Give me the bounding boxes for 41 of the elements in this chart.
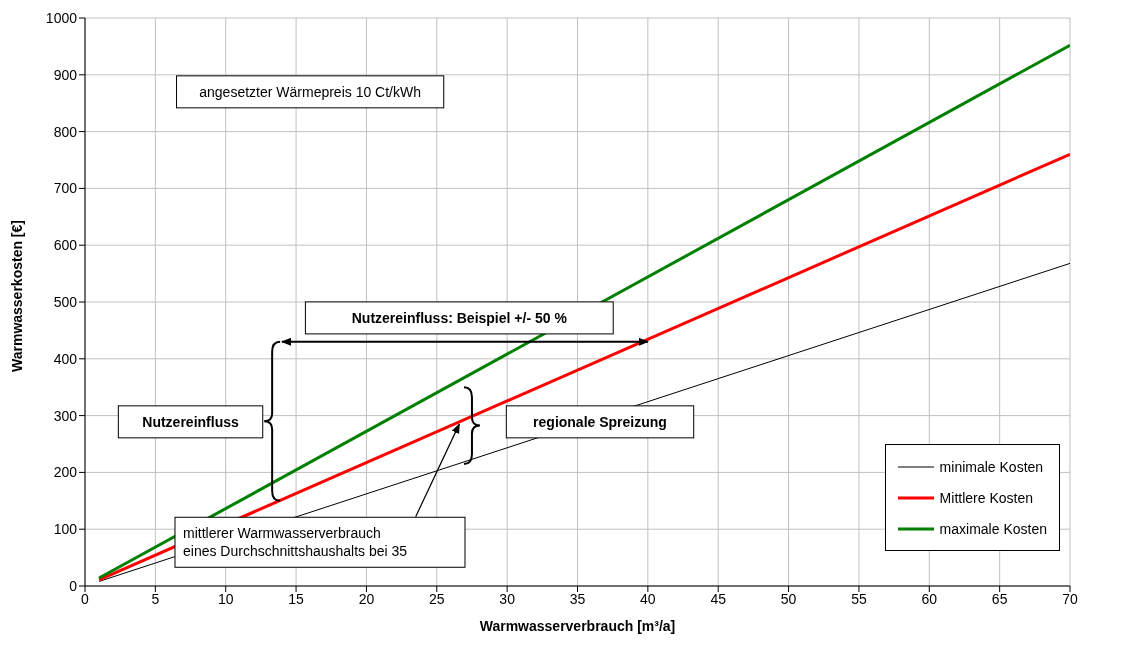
x-tick-label: 60 xyxy=(921,590,938,607)
x-tick-label: 65 xyxy=(991,590,1008,607)
x-tick-label: 35 xyxy=(569,590,586,607)
text-box: mittlerer Warmwasserverbrauch eines Durchschnittshaushalts bei 35 xyxy=(174,516,466,568)
x-tick-label: 45 xyxy=(710,590,727,607)
annotation: Nutzereinfluss xyxy=(142,413,239,430)
legend-label: Mittlere Kosten xyxy=(939,489,1033,506)
x-tick-label: 70 xyxy=(1062,590,1078,607)
y-tick-label: 500 xyxy=(53,293,78,310)
y-tick-label: 0 xyxy=(69,577,78,594)
y-tick-label: 300 xyxy=(53,407,78,424)
annotation: mittlerer Warmwasserverbrauch eines Durchschnittshaushalts bei 35 xyxy=(182,525,408,560)
x-tick-label: 5 xyxy=(151,590,160,607)
annotation: angesetzter Wärmepreis 10 Ct/kWh xyxy=(199,83,422,100)
y-tick-label: 800 xyxy=(53,123,78,140)
text-box: Nutzereinfluss: Beispiel +/- 50 % xyxy=(304,301,614,335)
x-tick-label: 10 xyxy=(217,590,234,607)
legend-label: maximale Kosten xyxy=(939,520,1047,537)
x-tick-label: 25 xyxy=(429,590,445,607)
y-tick-label: 700 xyxy=(53,180,78,197)
annotation: Nutzereinfluss: Beispiel +/- 50 % xyxy=(351,309,568,326)
x-tick-label: 15 xyxy=(288,590,305,607)
x-tick-label: 50 xyxy=(780,590,797,607)
y-tick-label: 100 xyxy=(53,521,78,538)
x-axis-title: Warmwasserverbrauch [m³/a] xyxy=(479,618,676,634)
y-tick-label: 1000 xyxy=(45,9,78,26)
y-tick-label: 600 xyxy=(53,237,78,254)
y-axis-title: Warmwasserkosten [€] xyxy=(8,220,25,372)
y-tick-label: 900 xyxy=(53,66,78,83)
x-tick-label: 30 xyxy=(499,590,516,607)
x-tick-label: 0 xyxy=(81,590,90,607)
x-tick-label: 40 xyxy=(640,590,656,607)
text-box: regionale Spreizung xyxy=(505,405,695,439)
x-tick-label: 55 xyxy=(851,590,867,607)
y-tick-label: 400 xyxy=(53,350,78,367)
text-box: angesetzter Wärmepreis 10 Ct/kWh xyxy=(176,75,445,109)
legend-label: minimale Kosten xyxy=(939,458,1044,475)
x-tick-label: 20 xyxy=(358,590,375,607)
y-tick-label: 200 xyxy=(53,464,78,481)
annotation: regionale Spreizung xyxy=(533,413,667,430)
text-box: Nutzereinfluss xyxy=(117,405,264,439)
